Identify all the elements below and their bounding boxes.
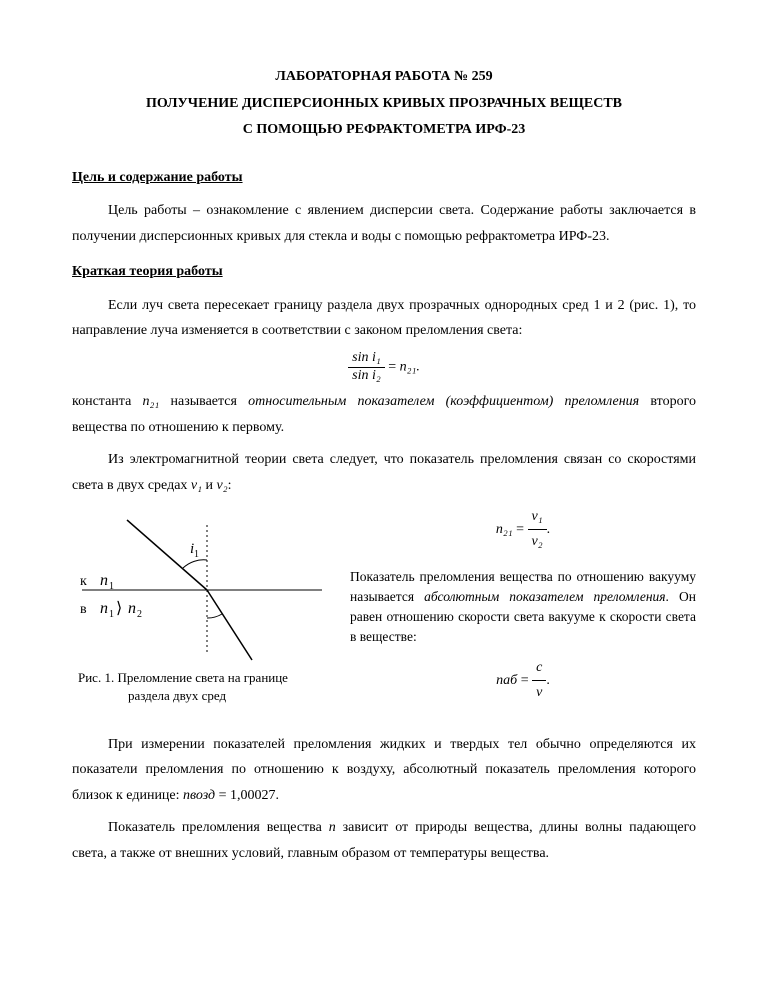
svg-text:n: n	[100, 572, 108, 589]
f3-lhs: nаб	[496, 673, 517, 688]
p2-const: n₂₁	[143, 394, 160, 409]
svg-text:1: 1	[109, 581, 114, 592]
theory-para-4: При измерении показателей преломления жи…	[72, 732, 696, 810]
p3-v2: v₂	[217, 478, 228, 493]
f3-num: c	[532, 656, 546, 682]
figure-caption: Рис. 1. Преломление света на границе раз…	[72, 669, 332, 705]
theory-para-3: Из электромагнитной теории света следует…	[72, 447, 696, 499]
theory-para-1: Если луч света пересекает границу раздел…	[72, 293, 696, 345]
f2-num: v₁	[528, 505, 547, 531]
svg-text:n: n	[128, 600, 136, 617]
p3-colon: :	[228, 478, 232, 493]
title-line-2: ПОЛУЧЕНИЕ ДИСПЕРСИОННЫХ КРИВЫХ ПРОЗРАЧНЫ…	[72, 91, 696, 118]
p2-mid: называется	[171, 394, 249, 409]
svg-text:2: 2	[137, 609, 142, 620]
right-para-1: Показатель преломления вещества по отнош…	[350, 567, 696, 648]
fig-cap-1: Рис. 1. Преломление света на границе	[78, 669, 332, 687]
p5-a: Показатель преломления вещества	[108, 820, 329, 835]
figure-column: i 1 к n 1 в n 1 ⟩ n 2 Рис. 1. Преломлени…	[72, 505, 332, 718]
svg-text:⟩: ⟩	[116, 600, 122, 617]
theory-para-5: Показатель преломления вещества n зависи…	[72, 815, 696, 867]
svg-text:1: 1	[109, 609, 114, 620]
f3-den: v	[532, 681, 546, 706]
svg-text:в: в	[80, 602, 87, 617]
formula-rhs: n₂₁.	[400, 360, 420, 375]
p3-and: и	[202, 478, 217, 493]
p4-sym: nвозд	[183, 788, 215, 803]
f2-lhs: n₂₁	[496, 522, 513, 537]
formula-num: sin i₁	[348, 350, 385, 368]
theory-heading: Краткая теория работы	[72, 260, 696, 285]
formula-snell: sin i₁ sin i₂ = n₂₁.	[72, 350, 696, 385]
p3-v1: v₁	[191, 478, 202, 493]
svg-text:n: n	[100, 600, 108, 617]
svg-text:1: 1	[194, 549, 199, 560]
fig-cap-2: раздела двух сред	[78, 687, 332, 705]
p2-pre: константа	[72, 394, 143, 409]
title-block: ЛАБОРАТОРНАЯ РАБОТА № 259 ПОЛУЧЕНИЕ ДИСП…	[72, 64, 696, 144]
title-line-3: С ПОМОЩЬЮ РЕФРАКТОМЕТРА ИРФ-23	[72, 117, 696, 144]
p5-n: n	[329, 820, 336, 835]
right-text-column: n₂₁ = v₁ v₂ . Показатель преломления вещ…	[350, 505, 696, 718]
goal-paragraph: Цель работы – ознакомление с явлением ди…	[72, 198, 696, 250]
p4-val: = 1,00027.	[215, 788, 279, 803]
rp1-i: абсолютным показателем преломления	[424, 589, 665, 604]
refraction-diagram: i 1 к n 1 в n 1 ⟩ n 2	[72, 505, 332, 665]
goal-heading: Цель и содержание работы	[72, 166, 696, 191]
figure-and-text-row: i 1 к n 1 в n 1 ⟩ n 2 Рис. 1. Преломлени…	[72, 505, 696, 718]
formula-den: sin i₂	[348, 368, 385, 385]
title-line-1: ЛАБОРАТОРНАЯ РАБОТА № 259	[72, 64, 696, 91]
p4-main: При измерении показателей преломления жи…	[72, 737, 696, 804]
theory-para-2: константа n₂₁ называется относительным п…	[72, 389, 696, 441]
formula-absolute-n: nаб = c v .	[350, 656, 696, 706]
document-page: ЛАБОРАТОРНАЯ РАБОТА № 259 ПОЛУЧЕНИЕ ДИСП…	[0, 0, 768, 994]
f2-den: v₂	[528, 530, 547, 555]
p3-main: Из электромагнитной теории света следует…	[72, 452, 696, 493]
formula-v-ratio: n₂₁ = v₁ v₂ .	[350, 505, 696, 555]
svg-text:к: к	[80, 574, 87, 589]
p2-italic: относительным показателем (коэффициентом…	[248, 394, 639, 409]
